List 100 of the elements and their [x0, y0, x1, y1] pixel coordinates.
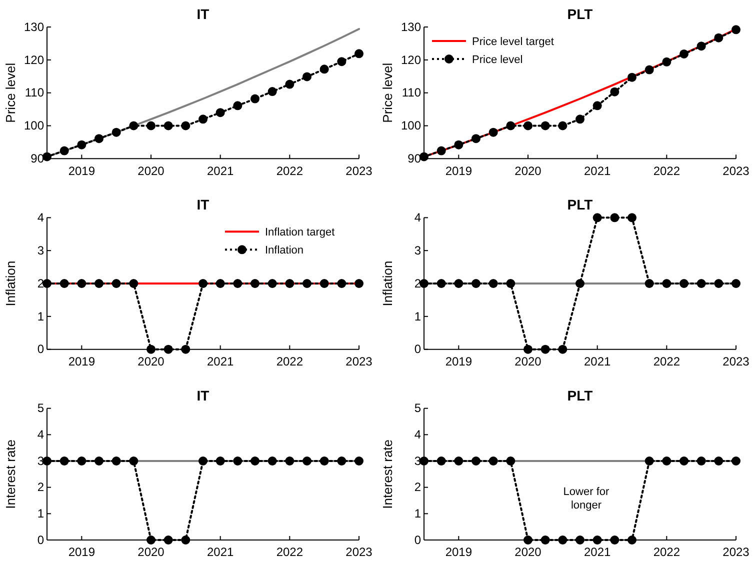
point [285, 80, 294, 89]
point [628, 72, 636, 82]
point [610, 87, 620, 96]
x-tick-label: 2019 [68, 354, 96, 369]
point [628, 213, 636, 222]
point [662, 57, 672, 66]
x-tick-label: 2020 [514, 545, 542, 560]
x-tick-label: 2020 [138, 164, 165, 178]
point [129, 121, 138, 130]
y-tick-label: 3 [414, 243, 422, 258]
point [454, 140, 464, 150]
chart-title: PLT [567, 387, 594, 404]
x-tick-label: 2021 [206, 545, 234, 560]
x-tick-label: 2022 [653, 164, 680, 178]
point [714, 33, 724, 42]
legend-label: Price level [472, 54, 523, 66]
point [714, 279, 724, 288]
y-tick-label: 90 [408, 152, 422, 166]
y-tick-label: 110 [24, 86, 44, 100]
point [524, 121, 532, 130]
point [524, 344, 532, 354]
y-axis-title: Interest rate [380, 439, 395, 509]
point [592, 101, 602, 110]
point [472, 134, 480, 144]
point [488, 279, 498, 288]
point [680, 279, 688, 288]
x-tick-label: 2023 [346, 164, 373, 178]
point [732, 25, 740, 34]
x-tick-label: 2023 [346, 354, 373, 369]
x-tick-label: 2022 [653, 354, 680, 369]
point [558, 121, 568, 130]
point [436, 146, 446, 156]
x-tick-label: 2022 [276, 164, 304, 178]
y-tick-label: 1 [414, 309, 422, 324]
point [112, 128, 121, 137]
y-tick-label: 130 [24, 20, 44, 34]
y-tick-label: 3 [37, 243, 44, 258]
point [732, 279, 740, 288]
y-tick-label: 1 [37, 309, 44, 324]
point [680, 49, 688, 58]
chart-title: PLT [567, 6, 594, 22]
y-tick-label: 0 [37, 532, 44, 547]
point [146, 121, 156, 130]
y-tick-label: 2 [37, 480, 44, 494]
point [506, 279, 516, 288]
y-tick-label: 4 [414, 428, 422, 442]
x-tick-label: 2022 [653, 545, 680, 560]
y-axis-title: Price level [3, 62, 18, 123]
annotation: Lower for longer [563, 486, 610, 512]
x-tick-label: 2020 [514, 164, 542, 178]
y-tick-label: 4 [37, 210, 44, 225]
y-tick-label: 100 [400, 118, 422, 133]
y-tick-label: 1 [414, 506, 422, 521]
point [540, 344, 550, 354]
x-tick-label: 2020 [138, 545, 165, 560]
legend-label: Inflation [265, 244, 304, 257]
y-tick-label: 4 [414, 210, 422, 225]
x-tick-label: 2023 [722, 354, 750, 369]
x-tick-label: 2019 [68, 164, 96, 178]
y-tick-label: 2 [414, 480, 422, 494]
x-tick-label: 2023 [722, 545, 750, 560]
point [420, 152, 428, 162]
chart-title: IT [196, 6, 210, 22]
x-tick-label: 2023 [346, 545, 373, 560]
y-tick-label: 2 [414, 276, 422, 290]
x-tick-label: 2022 [276, 545, 304, 560]
point [337, 57, 346, 66]
x-tick-label: 2021 [584, 164, 612, 178]
point [233, 101, 242, 110]
point [164, 121, 173, 130]
point [60, 146, 69, 156]
y-tick-label: 1 [37, 506, 44, 521]
y-tick-label: 110 [402, 86, 422, 100]
x-tick-label: 2019 [68, 545, 96, 560]
point [576, 114, 584, 124]
point [320, 64, 329, 74]
x-tick-label: 2020 [514, 354, 542, 369]
y-tick-label: 130 [400, 20, 422, 34]
x-tick-label: 2020 [138, 354, 165, 369]
y-tick-label: 5 [414, 401, 422, 416]
y-tick-label: 2 [37, 276, 44, 290]
y-axis-title: Interest rate [3, 439, 18, 509]
y-tick-label: 0 [37, 342, 44, 356]
legend-label: Inflation target [265, 226, 335, 239]
y-tick-label: 0 [414, 532, 422, 547]
y-tick-label: 3 [37, 454, 44, 468]
point [302, 72, 312, 82]
x-tick-label: 2021 [584, 545, 612, 560]
point [198, 114, 208, 124]
point [181, 121, 190, 130]
point [250, 94, 260, 104]
point [644, 279, 654, 288]
legend-label: Price level target [472, 36, 554, 48]
x-tick-label: 2019 [445, 354, 472, 369]
x-tick-label: 2019 [445, 164, 472, 178]
x-tick-label: 2019 [445, 545, 472, 560]
point [644, 65, 654, 74]
chart-title: IT [196, 387, 210, 404]
chart-title: IT [196, 196, 210, 213]
y-axis-title: Inflation [3, 260, 18, 306]
